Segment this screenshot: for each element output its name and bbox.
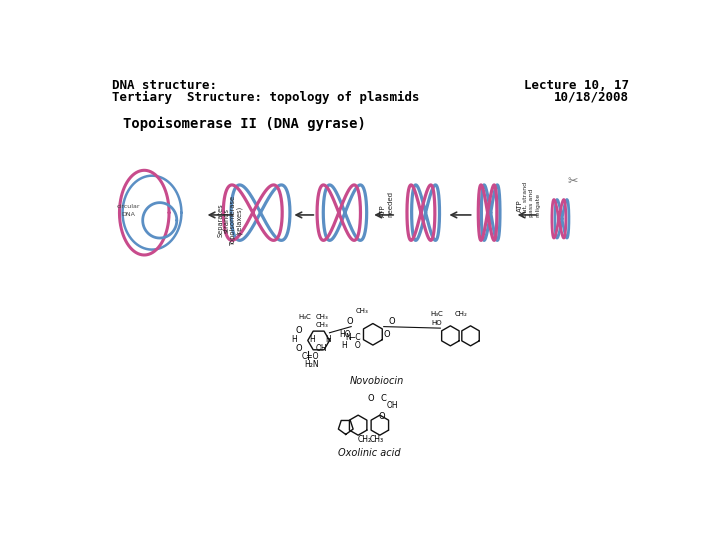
Text: (relaxes): (relaxes) — [235, 206, 242, 235]
Text: CH₃: CH₃ — [315, 322, 328, 328]
Text: circular: circular — [117, 204, 140, 209]
Text: strands: strands — [223, 208, 230, 233]
Text: 10/18/2008: 10/18/2008 — [554, 91, 629, 104]
Text: O: O — [295, 344, 302, 353]
Text: H: H — [310, 335, 315, 344]
Text: Separates: Separates — [217, 204, 223, 237]
Text: religate: religate — [536, 193, 541, 217]
Text: O: O — [346, 316, 353, 326]
Text: Oxolinic acid: Oxolinic acid — [338, 448, 400, 458]
Text: C: C — [380, 394, 386, 402]
Text: DNA: DNA — [122, 212, 135, 218]
Text: O: O — [384, 330, 390, 339]
Text: CH₂: CH₂ — [455, 311, 468, 317]
Text: H₂N: H₂N — [305, 360, 319, 369]
Text: Novobiocin: Novobiocin — [350, 376, 404, 386]
Text: H: H — [325, 335, 330, 344]
Text: needed: needed — [387, 191, 394, 217]
Text: ATP: ATP — [517, 199, 523, 212]
Text: ✂: ✂ — [567, 176, 578, 188]
Text: N─C: N─C — [345, 334, 361, 342]
Text: C=O: C=O — [302, 352, 319, 361]
Text: Topoisomerase II (DNA gyrase): Topoisomerase II (DNA gyrase) — [122, 117, 366, 131]
Text: CH₃: CH₃ — [315, 314, 328, 320]
Text: HO: HO — [339, 330, 351, 339]
Text: OH: OH — [387, 401, 398, 410]
Text: HO: HO — [431, 320, 442, 326]
Text: O: O — [378, 412, 384, 421]
Text: CH₂: CH₂ — [357, 435, 372, 444]
Text: Cut, strand: Cut, strand — [523, 181, 528, 217]
Text: O: O — [388, 316, 395, 326]
Text: Lecture 10, 17: Lecture 10, 17 — [523, 79, 629, 92]
Text: O: O — [295, 326, 302, 335]
Text: DNA structure:: DNA structure: — [112, 79, 217, 92]
Text: Topoisomerase: Topoisomerase — [230, 195, 235, 245]
Text: OH: OH — [316, 344, 328, 353]
Text: ATP: ATP — [380, 204, 386, 217]
Text: pass and: pass and — [529, 188, 534, 217]
Text: Tertiary  Structure: topology of plasmids: Tertiary Structure: topology of plasmids — [112, 91, 419, 104]
Text: H₃C: H₃C — [298, 314, 311, 320]
Text: H: H — [291, 335, 297, 344]
Text: H₃C: H₃C — [430, 311, 443, 317]
Text: H   O: H O — [342, 341, 361, 350]
Text: CH₃: CH₃ — [356, 308, 369, 314]
Text: CH₃: CH₃ — [369, 435, 384, 444]
Text: O: O — [367, 394, 374, 402]
